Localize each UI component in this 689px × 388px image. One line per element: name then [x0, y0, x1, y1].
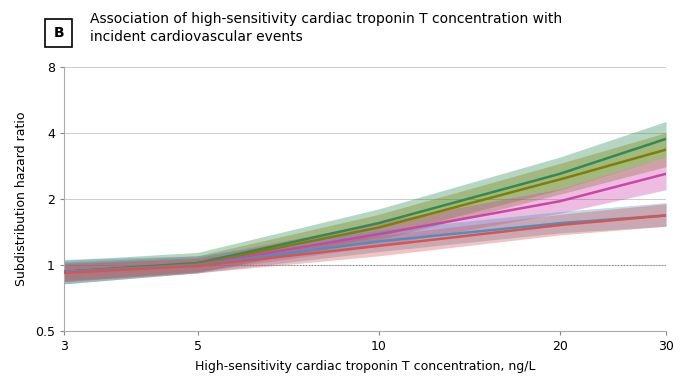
- X-axis label: High-sensitivity cardiac troponin T concentration, ng/L: High-sensitivity cardiac troponin T conc…: [195, 360, 535, 373]
- Text: B: B: [53, 26, 64, 40]
- Text: Association of high-sensitivity cardiac troponin T concentration with
incident c: Association of high-sensitivity cardiac …: [90, 12, 562, 44]
- Y-axis label: Subdistribution hazard ratio: Subdistribution hazard ratio: [15, 111, 28, 286]
- FancyBboxPatch shape: [45, 19, 72, 47]
